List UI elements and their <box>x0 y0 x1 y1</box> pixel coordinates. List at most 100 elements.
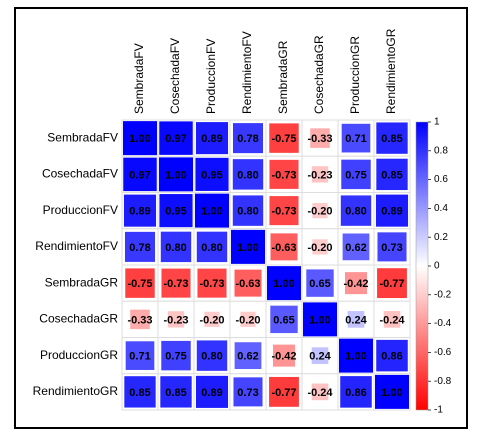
cell-square <box>234 342 262 370</box>
cell-label: -0.73 <box>271 206 296 218</box>
cell-square <box>196 340 228 371</box>
cell-label: -0.24 <box>379 314 405 326</box>
cell-square <box>196 231 228 263</box>
cell-square <box>167 311 185 328</box>
cell-label: 0.85 <box>381 169 402 181</box>
colorbar-tick-label: -0.4 <box>434 318 452 329</box>
cell-label: 0.24 <box>345 314 367 326</box>
cell-square <box>340 195 372 226</box>
cell-square <box>204 311 220 327</box>
cell-square <box>377 268 407 299</box>
row-label: RendimientoFV <box>35 239 118 253</box>
column-label: CosechadaFV <box>168 38 182 114</box>
cell-label: 1.00 <box>129 133 150 145</box>
cell-label: 0.62 <box>345 242 366 254</box>
colorbar-tick-label: 0.8 <box>434 145 448 156</box>
cell-label: -0.23 <box>163 314 188 326</box>
cell-label: -0.73 <box>163 278 188 290</box>
cell-label: 0.89 <box>381 206 402 218</box>
cell-label: 0.89 <box>201 133 222 145</box>
row-label: CosechadaGR <box>39 312 118 326</box>
colorbar-tick-label: -0.8 <box>434 376 452 387</box>
colorbar <box>415 121 429 411</box>
cell-label: 0.73 <box>237 387 258 399</box>
cell-label: -0.33 <box>127 314 152 326</box>
cell-label: 0.75 <box>165 351 186 363</box>
cell-label: 0.85 <box>129 387 150 399</box>
cell-square <box>125 268 155 298</box>
cell-label: 1.00 <box>273 278 294 290</box>
cell-square <box>340 376 372 408</box>
cell-label: -0.73 <box>199 278 224 290</box>
cell-label: 1.00 <box>345 351 366 363</box>
cell-label: 0.80 <box>237 206 258 218</box>
cell-square <box>272 344 296 367</box>
cell-label: -0.73 <box>271 169 296 181</box>
cell-label: 0.24 <box>309 351 331 363</box>
cell-square <box>234 269 262 297</box>
cell-label: -0.42 <box>343 278 368 290</box>
cell-label: 0.86 <box>381 351 402 363</box>
cell-label: 0.62 <box>237 351 258 363</box>
cell-square <box>269 376 299 407</box>
column-label: ProduccionFV <box>204 39 218 114</box>
cell-label: 1.00 <box>201 206 222 218</box>
cell-label: 0.95 <box>201 169 222 181</box>
cell-square <box>123 157 157 192</box>
cell-square <box>341 123 371 153</box>
cell-label: 0.71 <box>129 351 150 363</box>
cell-square <box>231 229 265 264</box>
cell-label: -0.20 <box>235 314 260 326</box>
cell-label: 0.80 <box>345 206 366 218</box>
cell-label: 0.80 <box>165 242 186 254</box>
row-label: SembradaGR <box>45 275 119 289</box>
colorbar-tick-label: -1 <box>434 405 443 416</box>
cell-square <box>311 347 329 364</box>
cell-square <box>347 311 365 328</box>
cell-square <box>160 376 192 408</box>
column-label: RendimientoGR <box>384 28 398 114</box>
cell-label: 0.97 <box>165 133 186 145</box>
cell-square <box>159 157 193 192</box>
cell-square <box>312 203 328 219</box>
cell-label: 0.73 <box>381 242 402 254</box>
cell-square <box>269 159 299 189</box>
cell-square <box>159 121 193 155</box>
cell-label: 1.00 <box>309 314 330 326</box>
column-label: RendimientoFV <box>240 31 254 114</box>
cell-label: -0.42 <box>271 351 296 363</box>
cell-square <box>195 375 229 408</box>
cell-square <box>195 157 229 191</box>
cell-square <box>232 159 264 190</box>
cell-label: 0.85 <box>381 133 402 145</box>
cell-square <box>232 123 264 154</box>
cell-square <box>161 340 191 371</box>
cell-square <box>124 231 156 262</box>
cell-square <box>376 339 408 372</box>
cell-label: 1.00 <box>381 387 402 399</box>
cell-square <box>123 194 157 227</box>
cell-square <box>124 376 156 408</box>
cell-label: -0.20 <box>307 242 332 254</box>
row-label: CosechadaFV <box>42 167 118 181</box>
cell-label: 1.00 <box>237 242 258 254</box>
row-label: ProduccionFV <box>43 203 118 217</box>
cell-label: 0.78 <box>129 242 150 254</box>
cell-label: 0.75 <box>345 169 366 181</box>
cell-square <box>195 122 229 155</box>
cell-square <box>233 377 263 407</box>
cell-square <box>342 233 370 261</box>
cell-label: 0.65 <box>273 314 294 326</box>
cell-square <box>130 309 150 330</box>
cell-label: -0.75 <box>271 133 296 145</box>
cell-square <box>383 311 401 328</box>
cell-label: 0.80 <box>201 242 222 254</box>
cell-square <box>161 268 191 298</box>
cell-square <box>306 269 334 297</box>
cell-square <box>303 302 337 337</box>
row-label: SembradaFV <box>47 130 118 144</box>
cell-label: -0.24 <box>307 387 333 399</box>
colorbar-tick-label: 0.4 <box>434 203 448 214</box>
cell-square <box>270 233 298 261</box>
